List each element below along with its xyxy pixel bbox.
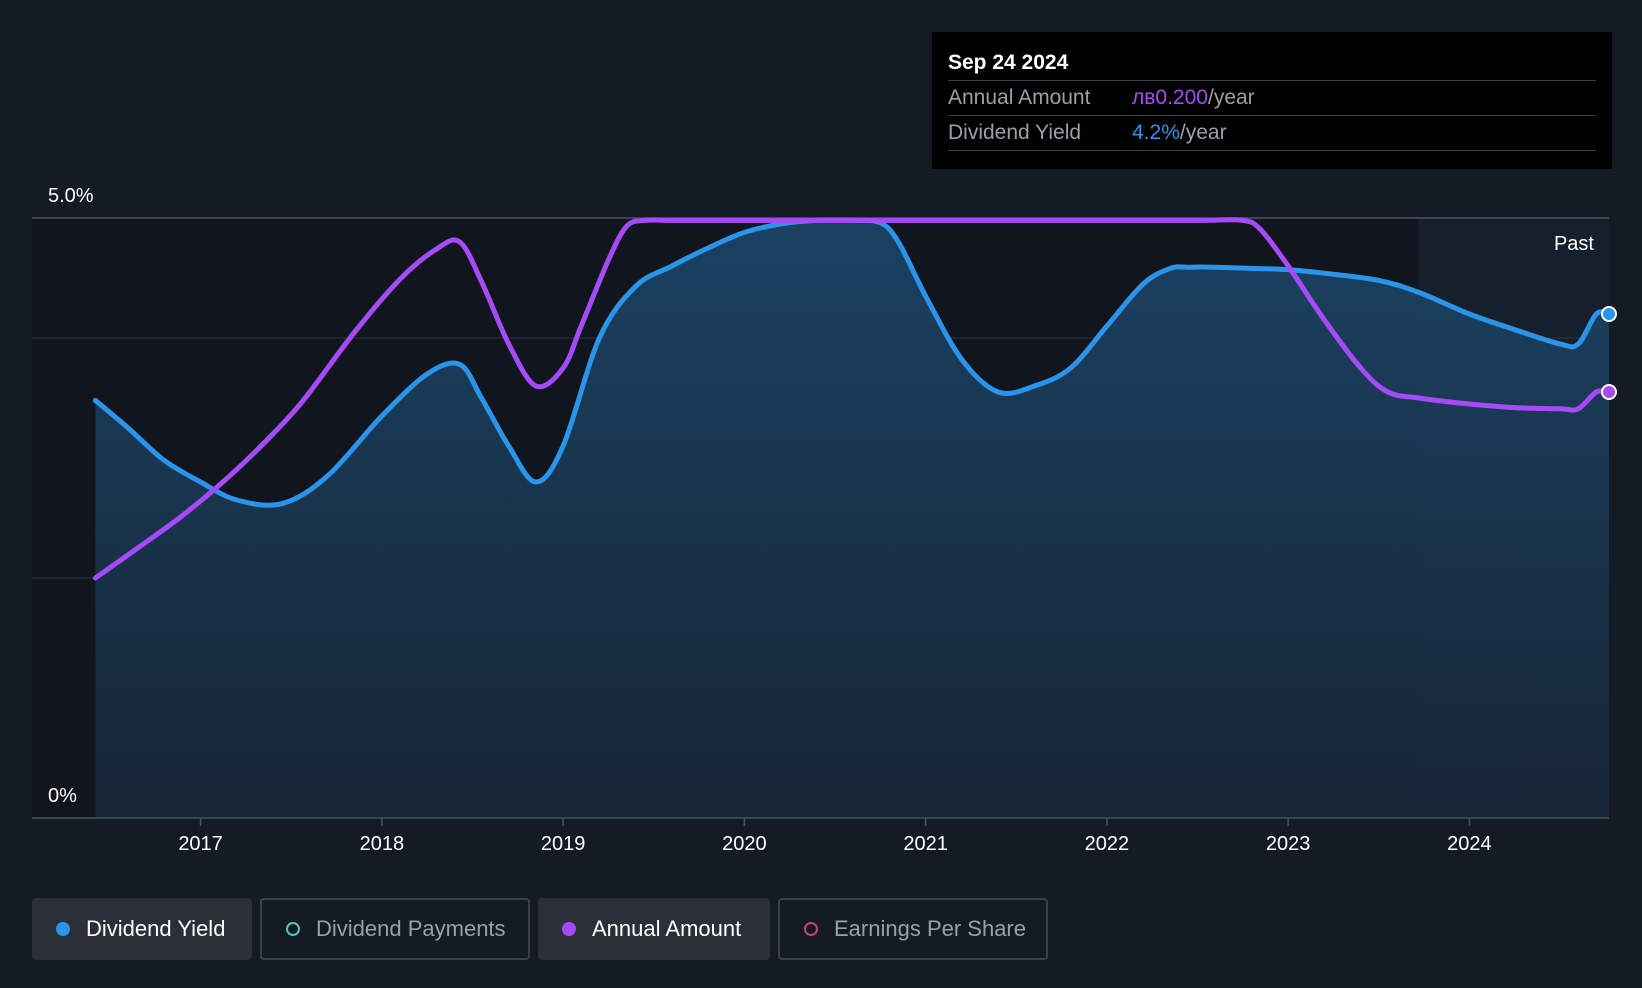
legend-dividend-yield[interactable]: Dividend Yield	[32, 898, 252, 960]
x-tick-label-2023: 2023	[1266, 833, 1311, 855]
dividend-yield-end-marker[interactable]	[1601, 306, 1617, 322]
legend-label: Dividend Payments	[316, 916, 506, 941]
dividend-yield-area	[95, 220, 1609, 819]
y-axis-label-max: 5.0%	[48, 185, 94, 207]
legend-annual-amount[interactable]: Annual Amount	[538, 898, 770, 960]
tooltip: Sep 24 2024 Annual Amount лв0.200/year Di…	[932, 32, 1612, 169]
legend-dot-icon	[562, 922, 576, 936]
y-axis-label-min: 0%	[48, 785, 77, 807]
tooltip-label: Dividend Yield	[948, 121, 1082, 144]
annual-amount-line[interactable]	[92, 217, 1612, 581]
legend-ring-icon	[804, 922, 818, 936]
x-tick-label-2022: 2022	[1085, 833, 1130, 855]
x-axis-ticks: 2017 2018 2019 2020 2021 2022 2023 2024	[178, 818, 1492, 855]
x-tick-label-2018: 2018	[360, 833, 405, 855]
past-label: Past	[1554, 233, 1594, 255]
legend-ring-icon	[286, 922, 300, 936]
x-tick-label-2019: 2019	[541, 833, 586, 855]
tooltip-date: Sep 24 2024	[948, 48, 1596, 81]
legend-dot-icon	[56, 922, 70, 936]
tooltip-currency: лв	[1132, 86, 1156, 109]
legend-label: Annual Amount	[592, 916, 742, 941]
tooltip-unit: /year	[1207, 86, 1255, 109]
tooltip-row-annual-amount: Annual Amount лв0.200/year	[948, 81, 1596, 116]
x-tick-label-2017: 2017	[178, 833, 223, 855]
legend-dividend-payments[interactable]: Dividend Payments	[260, 898, 530, 960]
annual-amount-end-marker[interactable]	[1601, 384, 1617, 400]
tooltip-row-dividend-yield: Dividend Yield 4.2%/year	[948, 116, 1596, 151]
tooltip-label: Annual Amount	[948, 86, 1091, 109]
tooltip-value: 4.2%	[1132, 121, 1180, 144]
x-tick-label-2024: 2024	[1447, 833, 1492, 855]
legend-label: Earnings Per Share	[834, 916, 1026, 941]
legend-earnings-per-share[interactable]: Earnings Per Share	[778, 898, 1048, 960]
tooltip-unit: /year	[1179, 121, 1227, 144]
legend-label: Dividend Yield	[86, 916, 226, 941]
tooltip-value: 0.200	[1155, 86, 1208, 109]
x-tick-label-2020: 2020	[722, 833, 767, 855]
x-tick-label-2021: 2021	[903, 833, 948, 855]
